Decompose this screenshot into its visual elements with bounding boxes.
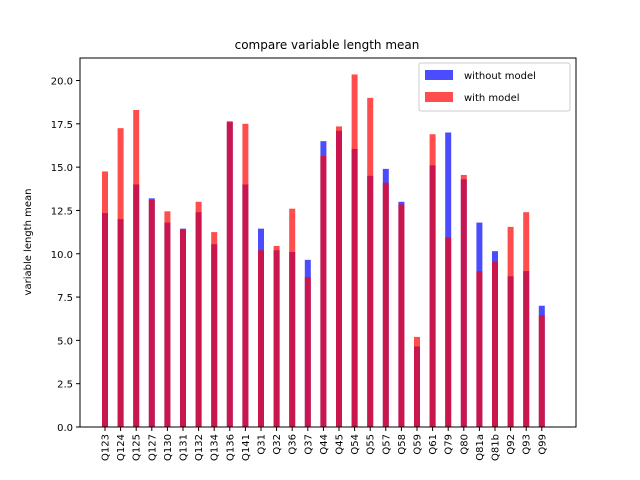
y-tick-label: 15.0 (51, 163, 73, 174)
bar-with-model-q54 (351, 74, 358, 427)
legend-swatch-without-model (425, 70, 453, 80)
x-tick-label-q45: Q45 (335, 434, 346, 455)
y-tick-label: 2.5 (57, 380, 73, 391)
bar-with-model-q45 (336, 126, 342, 428)
legend-swatch-with-model (425, 92, 453, 102)
x-tick-label-q36: Q36 (288, 434, 299, 455)
x-tick-label-q54: Q54 (350, 434, 361, 455)
y-tick-label: 20.0 (51, 77, 73, 88)
plot-frame (79, 57, 577, 428)
bar-with-model-q132 (195, 201, 202, 427)
bar-with-model-q80 (460, 174, 467, 427)
x-tick-label-q99: Q99 (537, 434, 548, 455)
bar-with-model-q59 (414, 336, 420, 427)
y-axis: 0.0 2.5 5.0 7.5 10.0 12.5 15.0 17.5 20.0 (51, 77, 80, 434)
x-tick-label-q136: Q136 (225, 434, 236, 461)
x-tick-label-q81a: Q81a (475, 434, 486, 461)
bar-with-model-q131 (180, 229, 186, 427)
legend-label-with-model: with model (464, 93, 520, 104)
x-tick-label-q44: Q44 (319, 434, 330, 455)
bar-with-model-q58 (398, 204, 405, 427)
x-tick-label-q59: Q59 (413, 434, 424, 455)
x-tick-label-q31: Q31 (257, 434, 268, 455)
bar-with-model-q125 (133, 109, 140, 427)
bar-with-model-q32 (273, 245, 280, 427)
x-tick-label-q132: Q132 (194, 434, 205, 461)
y-tick-label: 0.0 (57, 423, 73, 434)
y-tick-label: 10.0 (51, 250, 73, 261)
bars-group (102, 74, 545, 428)
bar-with-model-q136 (226, 121, 233, 427)
bar-with-model-q130 (164, 211, 171, 427)
x-tick-label-q123: Q123 (101, 434, 112, 461)
x-tick-label-q93: Q93 (522, 434, 533, 455)
y-axis-label: variable length mean (23, 189, 34, 296)
y-tick-label: 17.5 (51, 120, 73, 131)
legend: without model with model (418, 62, 571, 112)
x-tick-label-q57: Q57 (381, 434, 392, 455)
bar-with-model-q61 (429, 134, 436, 428)
x-tick-label-q141: Q141 (241, 434, 252, 461)
x-tick-label-q125: Q125 (132, 434, 143, 461)
x-tick-label-q79: Q79 (444, 434, 455, 455)
x-tick-label-q130: Q130 (163, 434, 174, 461)
x-tick-label-q80: Q80 (459, 434, 470, 455)
x-tick-label-q131: Q131 (179, 434, 190, 461)
x-tick-label-q32: Q32 (272, 434, 283, 455)
x-tick-label-q81b: Q81b (491, 434, 502, 461)
x-tick-label-q124: Q124 (116, 434, 127, 461)
bar-with-model-q99 (538, 315, 545, 427)
bar-with-model-q124 (117, 128, 124, 427)
bar-with-model-q57 (382, 182, 389, 427)
bar-with-model-q134 (211, 232, 218, 427)
x-tick-label-q134: Q134 (210, 434, 221, 461)
bar-with-model-q123 (102, 171, 108, 427)
x-tick-label-q127: Q127 (147, 434, 158, 461)
bar-with-model-q36 (289, 208, 296, 427)
legend-box (418, 62, 571, 112)
x-tick-label-q37: Q37 (303, 434, 314, 455)
y-tick-label: 12.5 (51, 206, 73, 217)
x-tick-label-q61: Q61 (428, 434, 439, 455)
x-tick-label-q58: Q58 (397, 434, 408, 455)
x-axis: Q123 Q124 Q125 Q127 Q130 Q131 Q132 Q134 Q136 Q141… (101, 427, 548, 461)
bar-with-model-q31 (258, 250, 264, 427)
y-tick-label: 7.5 (57, 293, 73, 304)
bar-with-model-q93 (523, 212, 530, 427)
bar-with-model-q141 (242, 123, 249, 427)
y-tick-label: 5.0 (57, 336, 73, 347)
bar-with-model-q44 (320, 155, 327, 427)
bar-with-model-q81b (492, 261, 498, 427)
bar-with-model-q55 (367, 97, 374, 428)
bar-with-model-q92 (507, 226, 514, 427)
chart-title: compare variable length mean (235, 38, 420, 52)
bar-with-model-q37 (304, 277, 311, 427)
bar-with-model-q79 (445, 237, 452, 427)
bar-with-model-q81a (476, 271, 483, 427)
bar-with-model-q127 (148, 200, 155, 427)
x-tick-label-q55: Q55 (366, 434, 377, 455)
x-tick-label-q92: Q92 (506, 434, 517, 455)
legend-label-without-model: without model (464, 71, 536, 82)
